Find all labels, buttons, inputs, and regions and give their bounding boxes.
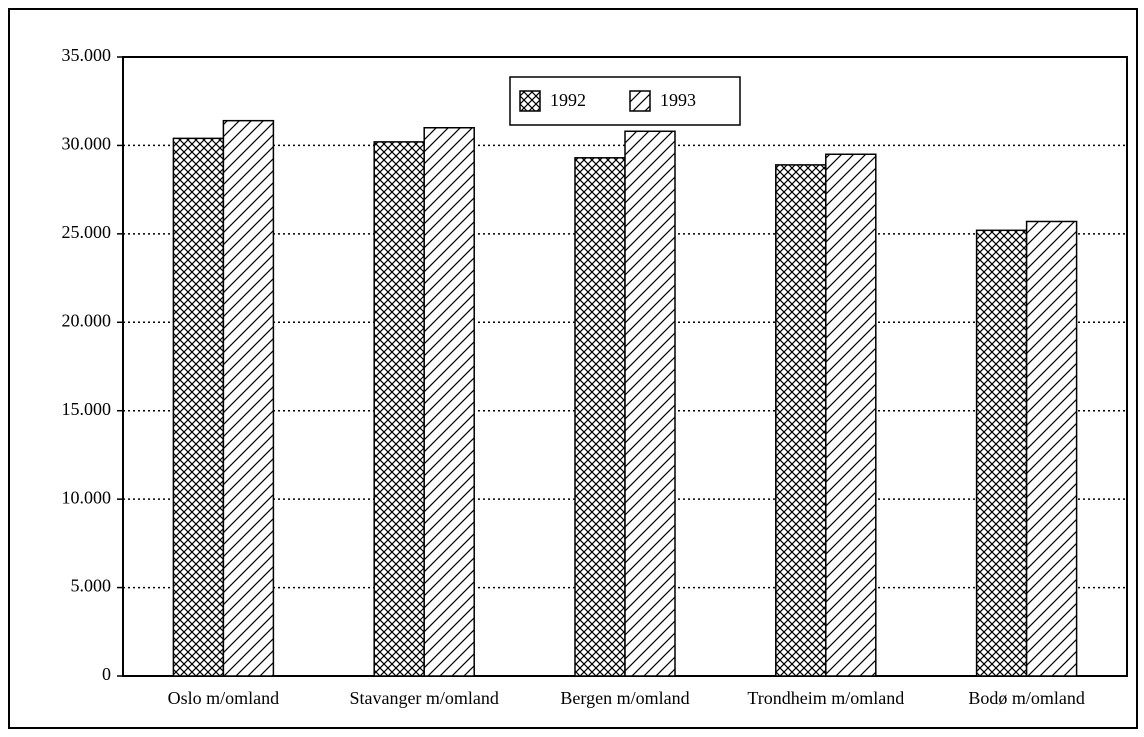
bar xyxy=(1025,220,1078,677)
y-tick-label: 15.000 xyxy=(62,399,112,419)
x-tick-label: Stavanger m/omland xyxy=(349,688,498,708)
bar xyxy=(624,130,676,677)
legend-swatch xyxy=(629,90,651,112)
x-tick-label: Bodø m/omland xyxy=(968,688,1085,708)
y-tick-label: 5.000 xyxy=(71,576,112,596)
legend-box xyxy=(509,76,741,126)
bar xyxy=(222,119,275,677)
y-tick-label: 20.000 xyxy=(62,310,112,330)
legend-swatch xyxy=(519,90,541,112)
y-tick-label: 35.000 xyxy=(62,45,112,65)
x-tick-label: Bergen m/omland xyxy=(560,688,689,708)
bar xyxy=(574,157,626,677)
legend-label: 1993 xyxy=(660,90,696,110)
bar xyxy=(373,141,425,677)
y-tick-label: 10.000 xyxy=(62,487,112,507)
x-tick-label: Trondheim m/omland xyxy=(747,688,904,708)
bar xyxy=(172,137,225,677)
x-tick-label: Oslo m/omland xyxy=(168,688,280,708)
y-tick-label: 25.000 xyxy=(62,222,112,242)
bar xyxy=(825,153,877,677)
legend-label: 1992 xyxy=(550,90,586,110)
bar xyxy=(775,164,827,677)
y-tick-label: 0 xyxy=(102,664,111,684)
y-tick-label: 30.000 xyxy=(62,134,112,154)
bar xyxy=(423,126,475,677)
outer-border xyxy=(8,8,1138,729)
bar xyxy=(975,229,1028,677)
